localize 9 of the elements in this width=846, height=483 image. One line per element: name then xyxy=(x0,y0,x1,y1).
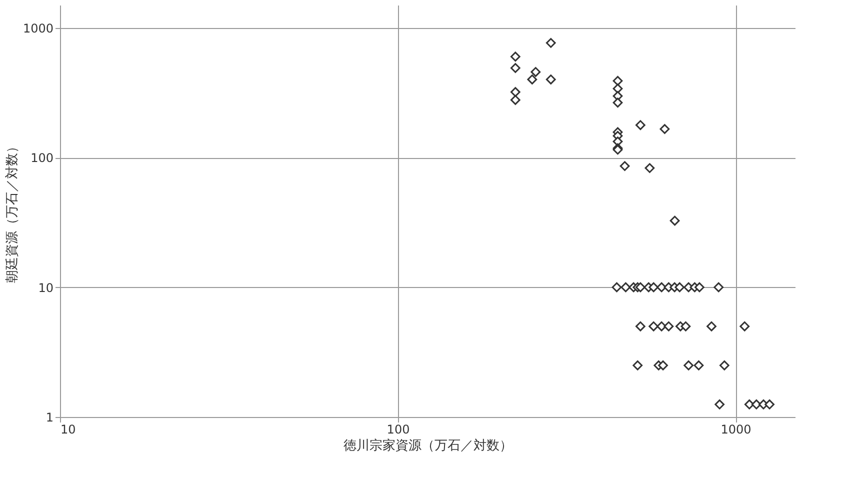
y-tick-label: 100 xyxy=(30,151,54,166)
y-tick-label: 10 xyxy=(38,280,54,295)
y-tick-label: 1 xyxy=(46,410,54,424)
x-tick-label: 10 xyxy=(60,422,76,436)
x-tick-label: 100 xyxy=(386,422,410,436)
y-axis-title: 朝廷資源（万石／対数） xyxy=(4,140,20,283)
x-axis-title: 徳川宗家資源（万石／対数） xyxy=(344,438,512,454)
y-tick-label: 1000 xyxy=(22,21,54,36)
x-tick-label: 1000 xyxy=(720,422,752,436)
